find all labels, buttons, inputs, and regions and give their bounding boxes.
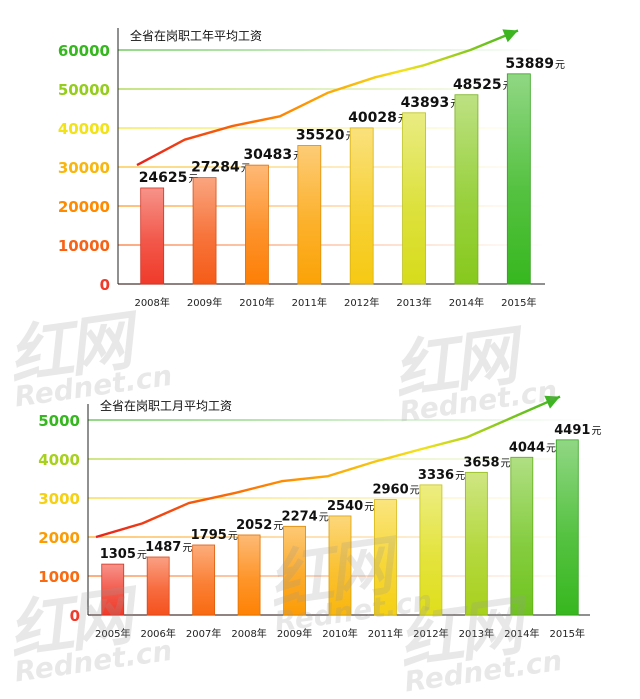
data-label: 4491元 — [554, 423, 601, 438]
bar — [506, 73, 531, 285]
bar — [283, 525, 306, 616]
bar — [297, 145, 322, 285]
y-tick-label: 1000 — [38, 568, 80, 586]
x-tick-label: 2009年 — [277, 627, 312, 640]
x-tick-label: 2008年 — [134, 296, 169, 309]
bar — [419, 484, 443, 616]
y-tick-label: 10000 — [58, 237, 110, 255]
gridline — [118, 166, 545, 168]
data-label: 1305元 — [100, 547, 147, 562]
bar — [464, 471, 488, 616]
data-label: 48525元 — [453, 77, 513, 93]
y-tick-label: 60000 — [58, 42, 110, 60]
x-tick-label: 2012年 — [344, 296, 379, 309]
data-label: 1487元 — [145, 540, 192, 555]
data-label: 35520元 — [296, 127, 356, 143]
x-tick-label: 2011年 — [292, 296, 327, 309]
data-label: 24625元 — [139, 170, 199, 186]
gridline — [118, 88, 545, 90]
data-label: 4044元 — [509, 440, 556, 455]
trend-arrow-icon — [502, 29, 518, 43]
y-tick-label: 0 — [100, 276, 110, 294]
x-tick-label: 2007年 — [186, 627, 221, 640]
bar — [510, 456, 534, 616]
gridline — [118, 49, 545, 51]
data-label: 43893元 — [401, 95, 461, 111]
y-tick-label: 2000 — [38, 529, 80, 547]
monthly-wage-chart: 0 1000 2000 3000 4000 5000 全省在岗职工月平均工资 2005年 130… — [0, 386, 640, 688]
y-tick-label: 40000 — [58, 120, 110, 138]
gridline — [88, 419, 590, 421]
trend-line — [95, 395, 561, 539]
y-tick-label: 3000 — [38, 490, 80, 508]
y-tick-label: 5000 — [38, 412, 80, 430]
y-tick-label: 20000 — [58, 198, 110, 216]
data-label: 53889元 — [505, 56, 565, 72]
trend-arrow-icon — [544, 395, 560, 409]
monthly-wage-chart-svg: 0 1000 2000 3000 4000 5000 全省在岗职工月平均工资 2005年 130… — [38, 395, 601, 640]
data-label: 40028元 — [348, 110, 408, 126]
bar — [328, 515, 352, 616]
x-tick-label: 2010年 — [239, 296, 274, 309]
bar — [237, 534, 261, 616]
bar — [454, 94, 479, 285]
x-tick-label: 2009年 — [187, 296, 222, 309]
y-tick-label: 4000 — [38, 451, 80, 469]
bar — [101, 563, 125, 616]
data-label: 3658元 — [463, 455, 510, 470]
y-tick-label: 50000 — [58, 81, 110, 99]
x-tick-label: 2010年 — [322, 627, 357, 640]
x-tick-label: 2005年 — [95, 627, 130, 640]
x-tick-label: 2008年 — [231, 627, 266, 640]
gridline — [118, 127, 545, 129]
chart-title: 全省在岗职工月平均工资 — [100, 398, 232, 413]
data-label: 1795元 — [191, 528, 238, 543]
data-label: 27284元 — [191, 160, 251, 176]
gridline — [118, 244, 545, 246]
bar — [555, 439, 579, 616]
bar — [245, 164, 269, 285]
bar — [192, 177, 217, 285]
y-tick-label: 0 — [70, 607, 80, 625]
annual-wage-chart: 0 10000 20000 30000 40000 50000 60000 全省在岗职工年平均… — [0, 0, 640, 330]
trend-line — [136, 29, 519, 167]
x-tick-label: 2014年 — [504, 627, 539, 640]
chart-title: 全省在岗职工年平均工资 — [130, 28, 262, 43]
x-tick-label: 2011年 — [368, 627, 403, 640]
data-label: 2052元 — [236, 518, 283, 533]
data-label: 2540元 — [327, 499, 374, 514]
bar — [140, 187, 165, 285]
annual-wage-chart-svg: 0 10000 20000 30000 40000 50000 60000 全省在岗职工年平均… — [58, 28, 565, 309]
gridline — [118, 205, 545, 207]
x-tick-label: 2014年 — [449, 296, 484, 309]
data-label: 2960元 — [372, 483, 419, 498]
gridline — [88, 497, 590, 499]
x-tick-label: 2015年 — [501, 296, 536, 309]
bar — [349, 127, 374, 285]
y-tick-label: 30000 — [58, 159, 110, 177]
data-label: 30483元 — [243, 147, 303, 163]
data-label: 3336元 — [418, 468, 465, 483]
x-tick-label: 2012年 — [413, 627, 448, 640]
data-label: 2274元 — [282, 509, 329, 524]
bar — [402, 112, 426, 285]
bar — [192, 544, 216, 616]
x-tick-label: 2015年 — [550, 627, 585, 640]
x-tick-label: 2013年 — [459, 627, 494, 640]
bar — [374, 499, 397, 616]
x-tick-label: 2013年 — [396, 296, 431, 309]
gridline — [88, 458, 590, 460]
bar — [146, 556, 170, 616]
x-tick-label: 2006年 — [140, 627, 175, 640]
